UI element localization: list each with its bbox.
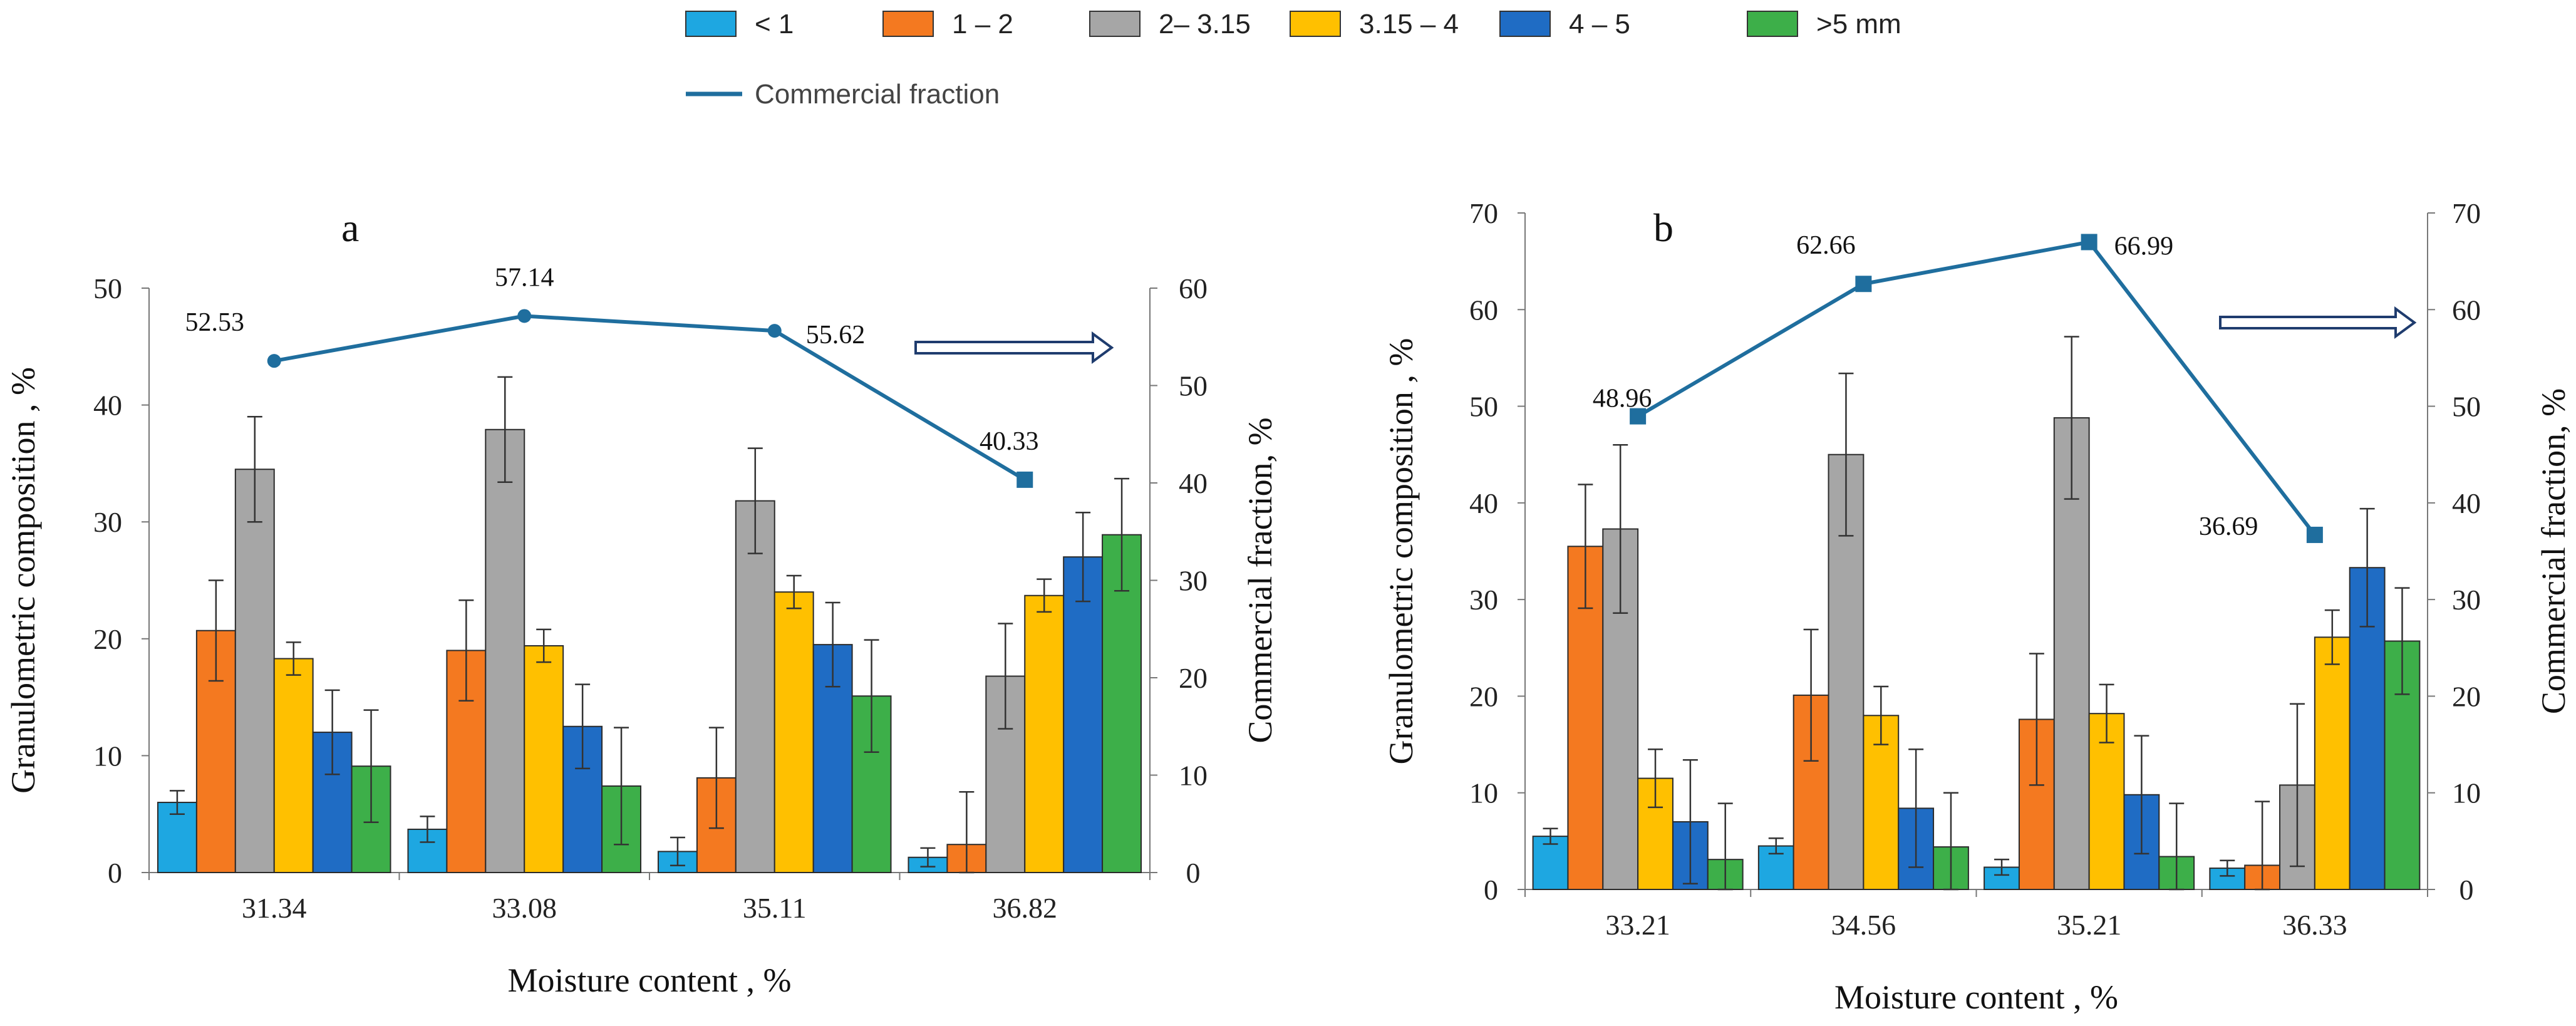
x-tick-label: 34.56 [1831, 909, 1896, 941]
legend-swatch-4 [1499, 11, 1551, 37]
y-tick-label-right: 70 [2452, 197, 2481, 229]
line-value-label: 48.96 [1593, 385, 1652, 413]
y-tick-label-left: 0 [108, 857, 122, 889]
line-value-label: 36.69 [2199, 512, 2258, 541]
y-tick-label-right: 60 [1179, 272, 1208, 304]
bar [485, 428, 525, 873]
y-tick-label-right: 40 [1179, 467, 1208, 499]
line-point [267, 354, 281, 368]
y-axis-title-right: Commercial fraction, % [1241, 417, 1279, 743]
line-point [1855, 276, 1872, 293]
legend-line-label: Commercial fraction [755, 79, 1000, 110]
chart-panel-a: 0 10 20 30 40 50 0 10 20 30 40 50 60 31.34 33.08 35.11 3… [4, 205, 1279, 999]
line-point [1630, 408, 1647, 425]
legend: < 1 1 – 2 2– 3.15 3.15 – 4 4 – 5 >5 mm Commerc… [685, 9, 1901, 110]
x-tick-label: 33.21 [1605, 909, 1670, 941]
y-tick-label-left: 30 [93, 506, 122, 538]
legend-label-0: < 1 [755, 9, 794, 39]
y-tick-label-left: 70 [1469, 197, 1498, 229]
y-tick-label-left: 20 [1469, 680, 1498, 712]
bar [234, 469, 275, 873]
line-point [517, 309, 532, 323]
legend-label-3: 3.15 – 4 [1359, 9, 1459, 39]
y-tick-label-left: 30 [1469, 584, 1498, 616]
line-value-label: 52.53 [185, 308, 245, 337]
bar [1024, 594, 1065, 873]
x-axis-title: Moisture content , % [1834, 978, 2118, 1016]
x-tick-label: 33.08 [492, 892, 557, 924]
x-tick-label: 36.82 [993, 892, 1058, 924]
panel-label: b [1653, 205, 1673, 250]
line-point [2306, 526, 2323, 543]
y-tick-label-right: 30 [1179, 565, 1208, 597]
y-tick-label-right: 10 [2452, 777, 2481, 809]
bar [773, 591, 814, 873]
line-value-label: 62.66 [1796, 231, 1856, 260]
y-tick-label-right: 40 [2452, 487, 2481, 519]
axis-arrow-icon [914, 331, 1114, 364]
y-tick-label-right: 10 [1179, 760, 1208, 792]
chart-panel-b: 0 10 20 30 40 50 60 70 0 10 20 30 40 50 60 70 33.21 34.56… [1382, 197, 2572, 1016]
y-tick-label-right: 20 [2452, 680, 2481, 712]
x-tick-label: 36.33 [2282, 909, 2347, 941]
y-tick-label-left: 20 [93, 623, 122, 655]
y-tick-label-left: 50 [93, 272, 122, 304]
legend-label-4: 4 – 5 [1569, 9, 1630, 39]
y-tick-label-left: 10 [93, 740, 122, 772]
line-value-label: 57.14 [495, 263, 554, 292]
legend-label-2: 2– 3.15 [1159, 9, 1251, 39]
panel-label: a [341, 205, 359, 250]
y-tick-label-right: 60 [2452, 294, 2481, 326]
y-tick-label-right: 0 [1186, 857, 1201, 889]
legend-label-5: >5 mm [1816, 9, 1901, 39]
bar [524, 645, 564, 873]
legend-swatch-3 [1290, 11, 1341, 37]
y-tick-label-left: 0 [1484, 874, 1498, 906]
y-tick-label-left: 50 [1469, 391, 1498, 423]
x-tick-label: 35.11 [743, 892, 807, 924]
y-axis-title-right: Commercial fraction, % [2535, 388, 2572, 714]
axis-arrow-icon [2219, 306, 2417, 339]
line-point [767, 324, 782, 338]
bar [735, 500, 775, 873]
y-tick-label-left: 60 [1469, 294, 1498, 326]
bar [273, 658, 314, 873]
y-tick-label-left: 40 [93, 390, 122, 422]
legend-swatch-5 [1747, 11, 1798, 37]
x-tick-label: 35.21 [2057, 909, 2122, 941]
commercial-fraction-line [274, 314, 1026, 482]
legend-label-1: 1 – 2 [952, 9, 1013, 39]
x-tick-label: 31.34 [242, 892, 307, 924]
bar [1063, 556, 1104, 873]
y-tick-label-right: 20 [1179, 662, 1208, 694]
line-point [1016, 471, 1033, 488]
line-value-label: 55.62 [806, 321, 866, 350]
line-value-label: 40.33 [980, 427, 1039, 456]
bar [2314, 636, 2351, 890]
legend-swatch-1 [882, 11, 934, 37]
y-tick-label-right: 0 [2460, 874, 2474, 906]
y-tick-label-left: 40 [1469, 487, 1498, 519]
x-axis-title: Moisture content , % [508, 961, 792, 999]
legend-swatch-0 [685, 11, 737, 37]
y-axis-title-left: Granulometric composition , % [4, 367, 42, 794]
line-value-label: 66.99 [2114, 232, 2174, 261]
line-point [2081, 234, 2098, 251]
y-tick-label-left: 10 [1469, 777, 1498, 809]
y-tick-label-right: 50 [2452, 391, 2481, 423]
commercial-fraction-line [1637, 240, 2317, 536]
y-tick-label-right: 50 [1179, 370, 1208, 402]
y-axis-title-left: Granulometric composition , % [1382, 338, 1420, 765]
y-tick-label-right: 30 [2452, 584, 2481, 616]
legend-swatch-2 [1089, 11, 1141, 37]
